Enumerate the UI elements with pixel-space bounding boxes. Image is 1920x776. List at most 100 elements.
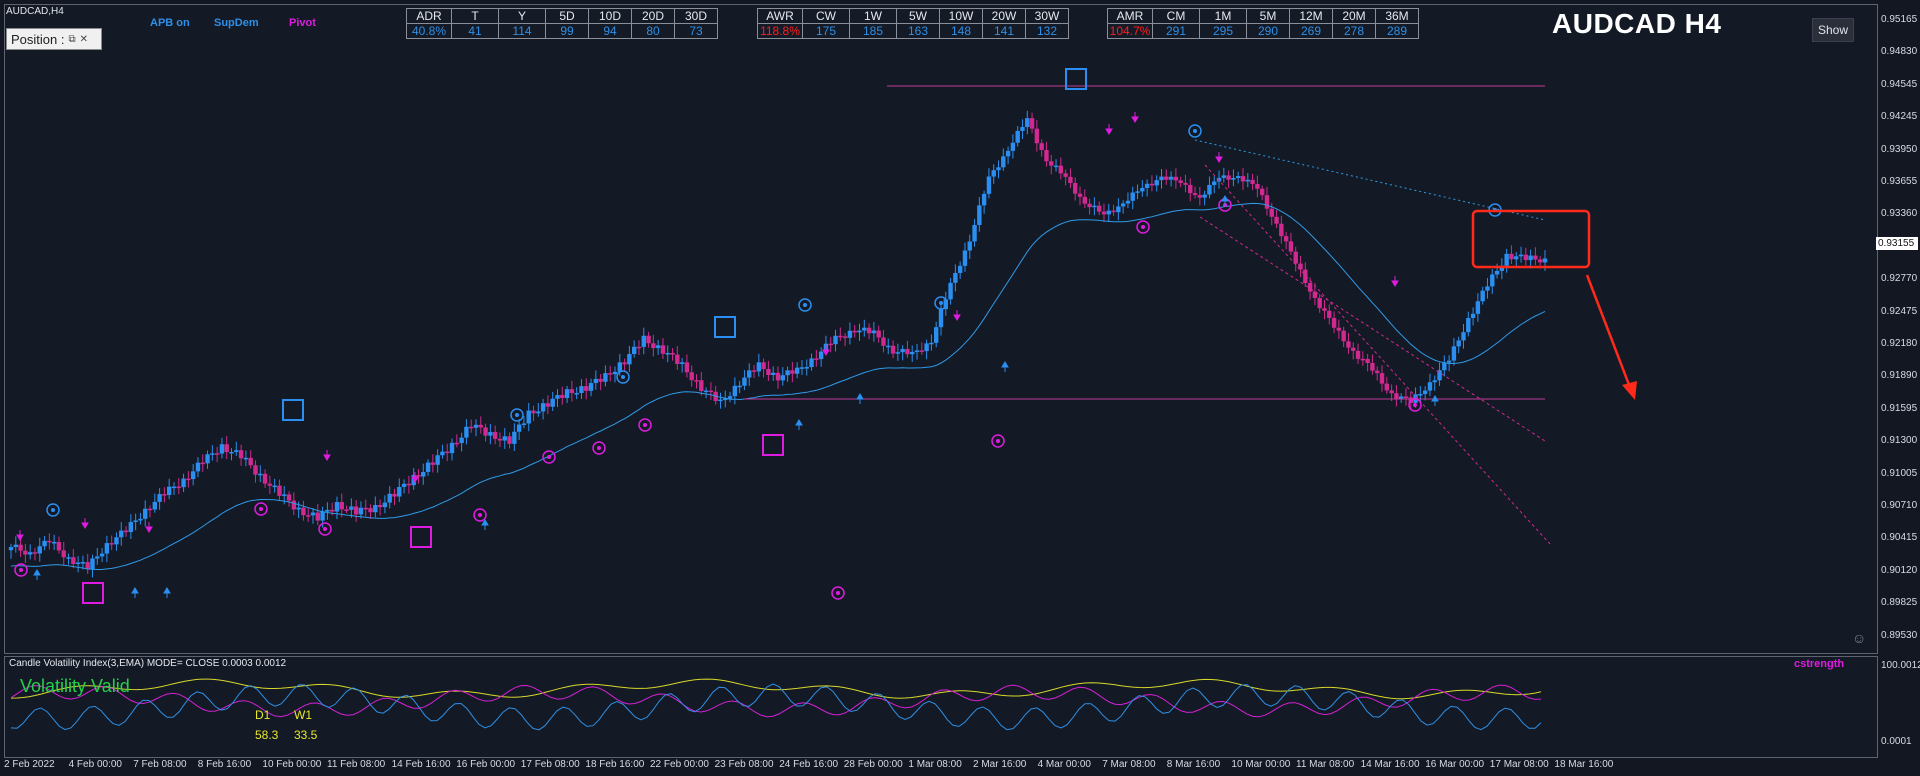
main-chart-pane[interactable] xyxy=(4,4,1878,654)
candle-body xyxy=(1341,330,1346,342)
candle-body xyxy=(1092,205,1097,208)
candle-body xyxy=(876,330,881,338)
candle-body xyxy=(957,265,963,273)
candle-body xyxy=(286,494,292,501)
price-tick-label: 0.89825 xyxy=(1881,597,1918,609)
price-tick-label: 0.91595 xyxy=(1881,402,1918,414)
position-panel[interactable]: Position : ⧉ ✕ xyxy=(6,28,102,50)
candle-body xyxy=(1451,346,1457,361)
table-value: 163 xyxy=(896,23,940,39)
volatility-pane[interactable] xyxy=(4,656,1878,758)
candle-body xyxy=(1197,195,1203,198)
candle-body xyxy=(1106,210,1111,215)
price-tick-label: 0.90415 xyxy=(1881,532,1918,544)
candle-body xyxy=(1159,176,1164,181)
candle-body xyxy=(727,396,733,399)
arrow-down-icon xyxy=(953,310,961,321)
candle-body xyxy=(938,309,944,328)
table-header: 30W xyxy=(1025,8,1069,24)
candle-body xyxy=(540,403,546,412)
supdem-toggle[interactable]: SupDem xyxy=(214,17,259,29)
table-header: 5D xyxy=(545,8,589,24)
price-tick-label: 0.93655 xyxy=(1881,176,1918,187)
candle-body xyxy=(953,272,958,283)
candle-body xyxy=(1178,180,1183,183)
candle-body xyxy=(775,372,781,381)
apb-toggle[interactable]: APB on xyxy=(150,17,190,29)
time-tick-label: 18 Mar 16:00 xyxy=(1554,759,1614,770)
candle-body xyxy=(229,451,234,454)
candle-body xyxy=(176,486,181,489)
candle-body xyxy=(358,507,364,515)
candle-body xyxy=(71,557,76,565)
candle-body xyxy=(1140,187,1145,192)
candle-body xyxy=(147,508,153,511)
candle-body xyxy=(234,450,239,452)
candle-body xyxy=(560,395,565,398)
candle-body xyxy=(157,494,162,502)
candle-body xyxy=(584,386,589,391)
candle-body xyxy=(1111,210,1116,213)
time-tick-label: 23 Feb 08:00 xyxy=(714,759,774,770)
candle-body xyxy=(262,473,268,484)
candle-body xyxy=(210,453,215,455)
close-icon[interactable]: ✕ xyxy=(79,33,89,45)
restore-window-icon[interactable]: ⧉ xyxy=(68,33,76,45)
candle-body xyxy=(334,502,340,512)
d1-label: D1 xyxy=(255,708,271,722)
pivot-toggle[interactable]: Pivot xyxy=(289,17,316,29)
pivot-dot xyxy=(597,446,601,450)
candle-body xyxy=(1351,347,1356,351)
table-header: 10D xyxy=(588,8,632,24)
candle-body xyxy=(1183,182,1188,185)
pivot-dot xyxy=(996,439,1000,443)
candle-body xyxy=(320,511,325,521)
candle-body xyxy=(1005,150,1011,157)
indicator-title: Candle Volatility Index(3,EMA) MODE= CLO… xyxy=(9,658,287,669)
candle-body xyxy=(1082,196,1087,204)
arrow-up-icon xyxy=(33,569,41,580)
candle-body xyxy=(689,372,694,381)
candle-body xyxy=(660,345,666,354)
candle-body xyxy=(914,350,920,352)
candle-body xyxy=(138,518,143,521)
amr-table: AMR CM 1M 5M 12M 20M 36M 104.7% 291 295 290 269 278 2… xyxy=(1107,8,1419,39)
volatility-status: Volatility Valid xyxy=(20,676,130,696)
table-value: 118.8% xyxy=(757,23,803,39)
candle-body xyxy=(1226,175,1231,180)
candle-body xyxy=(871,330,877,334)
candle-body xyxy=(631,346,637,355)
candle-body xyxy=(641,335,646,347)
candle-body xyxy=(886,345,891,348)
pivot-dot xyxy=(836,591,840,595)
candle-body xyxy=(1144,183,1150,188)
arrow-down-icon xyxy=(1105,124,1113,135)
show-button[interactable]: Show xyxy=(1812,18,1854,42)
arrow-down-icon xyxy=(1131,112,1139,123)
volatility-magenta-line xyxy=(10,684,1542,718)
time-tick-label: 16 Mar 00:00 xyxy=(1425,759,1485,770)
candle-body xyxy=(61,550,66,558)
candle-body xyxy=(47,540,52,543)
candle-body xyxy=(329,509,335,512)
arrow-down-icon xyxy=(16,530,24,541)
time-axis[interactable]: 2 Feb 2022 4 Feb 00:00 7 Feb 08:00 8 Feb 16… xyxy=(0,756,1876,776)
table-value: 295 xyxy=(1199,23,1247,39)
price-tick-label: 0.91005 xyxy=(1881,467,1918,479)
price-chart[interactable] xyxy=(5,5,1877,653)
candle-body xyxy=(1480,290,1485,302)
table-header: 10W xyxy=(939,8,983,24)
candle-body xyxy=(790,370,795,374)
candle-body xyxy=(1125,200,1131,204)
time-tick-label: 17 Mar 08:00 xyxy=(1489,759,1549,770)
pivot-marker xyxy=(991,434,1005,448)
candle-body xyxy=(1346,341,1351,348)
smiley-icon: ☺ xyxy=(1852,630,1867,646)
candle-body xyxy=(761,362,766,369)
table-header: 1M xyxy=(1199,8,1247,24)
candle-body xyxy=(392,493,397,497)
price-axis[interactable]: 0.95165 0.94830 0.94545 0.94245 0.93950 0.936… xyxy=(1876,4,1920,652)
pivot-dot xyxy=(939,301,943,305)
candle-body xyxy=(881,337,886,346)
time-tick-label: 17 Feb 08:00 xyxy=(520,759,580,770)
